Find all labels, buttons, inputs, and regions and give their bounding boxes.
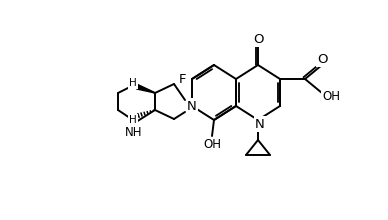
Polygon shape [136, 85, 155, 93]
Text: NH: NH [125, 125, 143, 139]
Text: N: N [187, 99, 197, 112]
Text: H: H [129, 78, 137, 88]
Text: O: O [317, 53, 327, 66]
Text: OH: OH [322, 90, 340, 103]
Text: N: N [255, 117, 265, 130]
Text: OH: OH [203, 138, 221, 150]
Text: F: F [178, 73, 186, 86]
Text: O: O [253, 33, 263, 46]
Text: H: H [129, 115, 137, 125]
